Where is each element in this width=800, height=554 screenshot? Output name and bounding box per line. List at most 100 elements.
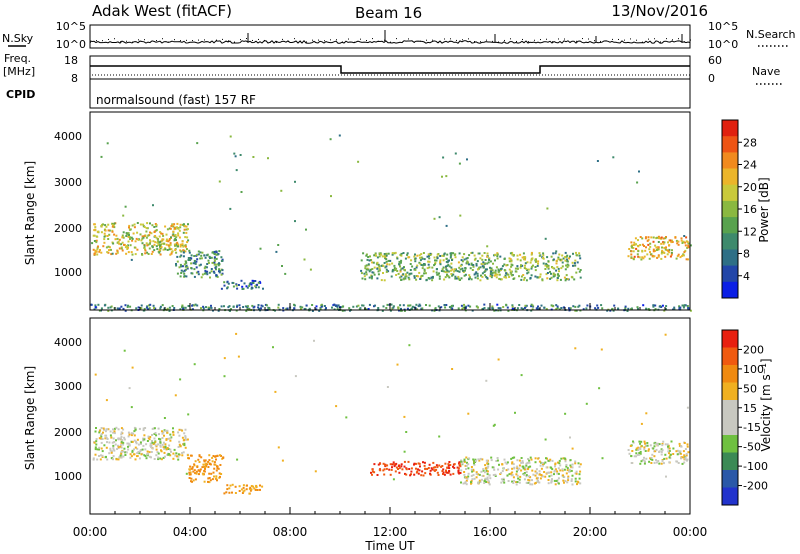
scatter-cell bbox=[192, 479, 195, 482]
scatter-cell bbox=[464, 273, 467, 276]
scatter-cell bbox=[571, 261, 574, 264]
scatter-cell bbox=[147, 435, 150, 438]
scatter-cell bbox=[677, 243, 680, 246]
scatter-cell bbox=[189, 465, 192, 468]
scatter-cell bbox=[131, 440, 134, 443]
scatter-cell bbox=[523, 256, 525, 259]
scatter-cell bbox=[179, 223, 182, 226]
noise-search-point bbox=[330, 39, 331, 41]
scatter-cell bbox=[140, 307, 143, 310]
noise-search-point bbox=[564, 38, 565, 40]
scatter-cell bbox=[250, 488, 253, 491]
power-colorbar-tick-label: 12 bbox=[743, 225, 757, 238]
scatter-cell bbox=[506, 474, 509, 477]
scatter-cell bbox=[510, 457, 513, 460]
scatter-cell bbox=[526, 461, 529, 464]
scatter-cell bbox=[667, 445, 669, 448]
scatter-cell bbox=[538, 460, 541, 463]
nave-point bbox=[122, 74, 123, 76]
scatter-cell bbox=[135, 237, 138, 240]
scatter-cell bbox=[183, 272, 186, 275]
scatter-cell bbox=[483, 480, 486, 483]
scatter-cell bbox=[142, 437, 145, 440]
scatter-cell bbox=[498, 269, 501, 272]
scatter-cell bbox=[484, 274, 486, 277]
scatter-cell bbox=[540, 304, 543, 307]
scatter-cell bbox=[258, 307, 260, 310]
scatter-cell bbox=[205, 266, 208, 269]
scatter-cell bbox=[640, 440, 643, 443]
scatter-cell bbox=[203, 459, 206, 462]
scatter-cell bbox=[470, 474, 473, 477]
scatter-cell bbox=[195, 260, 198, 263]
scatter-cell bbox=[392, 305, 395, 308]
scatter-cell bbox=[169, 433, 172, 436]
scatter-cell bbox=[144, 427, 147, 429]
scatter-cell bbox=[463, 274, 466, 277]
scatter-cell bbox=[127, 240, 130, 243]
scatter-cell bbox=[136, 447, 139, 450]
sparse-echo bbox=[555, 250, 558, 253]
scatter-cell bbox=[458, 463, 461, 466]
scatter-cell bbox=[400, 309, 403, 312]
scatter-cell bbox=[461, 460, 464, 463]
scatter-cell bbox=[655, 448, 658, 451]
scatter-cell bbox=[668, 456, 671, 459]
scatter-cell bbox=[377, 307, 380, 309]
velocity-colorbar-frame bbox=[721, 329, 739, 506]
scatter-cell bbox=[567, 479, 570, 482]
scatter-cell bbox=[372, 261, 375, 264]
scatter-cell bbox=[525, 471, 528, 474]
scatter-cell bbox=[103, 428, 105, 431]
scatter-cell bbox=[481, 475, 484, 477]
scatter-cell bbox=[457, 467, 460, 470]
scatter-cell bbox=[491, 466, 494, 469]
scatter-cell bbox=[520, 275, 523, 278]
scatter-cell bbox=[94, 448, 97, 451]
nave-point bbox=[287, 74, 288, 76]
scatter-cell bbox=[183, 444, 186, 447]
scatter-cell bbox=[647, 448, 650, 451]
scatter-cell bbox=[378, 265, 381, 268]
noise-search-point bbox=[216, 39, 217, 41]
scatter-cell bbox=[452, 252, 455, 255]
noise-search-point bbox=[450, 38, 451, 40]
scatter-cell bbox=[95, 250, 98, 253]
scatter-cell bbox=[216, 465, 219, 468]
scatter-cell bbox=[556, 266, 559, 269]
nave-point bbox=[539, 74, 540, 76]
power-colorbar-tick-label: 4 bbox=[743, 270, 750, 283]
scatter-cell bbox=[541, 279, 544, 282]
scatter-cell bbox=[564, 268, 567, 271]
nave-point bbox=[131, 74, 132, 76]
scatter-cell bbox=[574, 259, 577, 262]
scatter-cell bbox=[652, 236, 655, 239]
scatter-cell bbox=[639, 244, 642, 246]
sparse-echo bbox=[193, 363, 196, 366]
scatter-cell bbox=[209, 479, 212, 482]
scatter-cell bbox=[175, 263, 177, 265]
nave-point bbox=[680, 74, 681, 76]
scatter-cell bbox=[600, 304, 603, 307]
scatter-cell bbox=[513, 456, 516, 459]
date-label: 13/Nov/2016 bbox=[611, 2, 708, 20]
scatter-cell bbox=[165, 233, 168, 236]
scatter-cell bbox=[454, 275, 457, 278]
scatter-cell bbox=[219, 464, 222, 466]
scatter-cell bbox=[213, 461, 216, 464]
scatter-cell bbox=[400, 275, 403, 278]
nave-point bbox=[437, 74, 438, 76]
scatter-cell bbox=[104, 229, 107, 232]
scatter-cell bbox=[185, 438, 188, 441]
scatter-cell bbox=[204, 256, 207, 259]
scatter-cell bbox=[124, 246, 127, 249]
scatter-cell bbox=[208, 472, 211, 475]
noise-search-point bbox=[690, 39, 691, 41]
scatter-cell bbox=[510, 260, 513, 263]
scatter-cell bbox=[405, 468, 408, 471]
sparse-echo bbox=[459, 214, 462, 217]
scatter-cell bbox=[468, 274, 471, 277]
noise-search-point bbox=[258, 38, 259, 40]
scatter-cell bbox=[360, 259, 363, 262]
scatter-cell bbox=[646, 444, 649, 447]
